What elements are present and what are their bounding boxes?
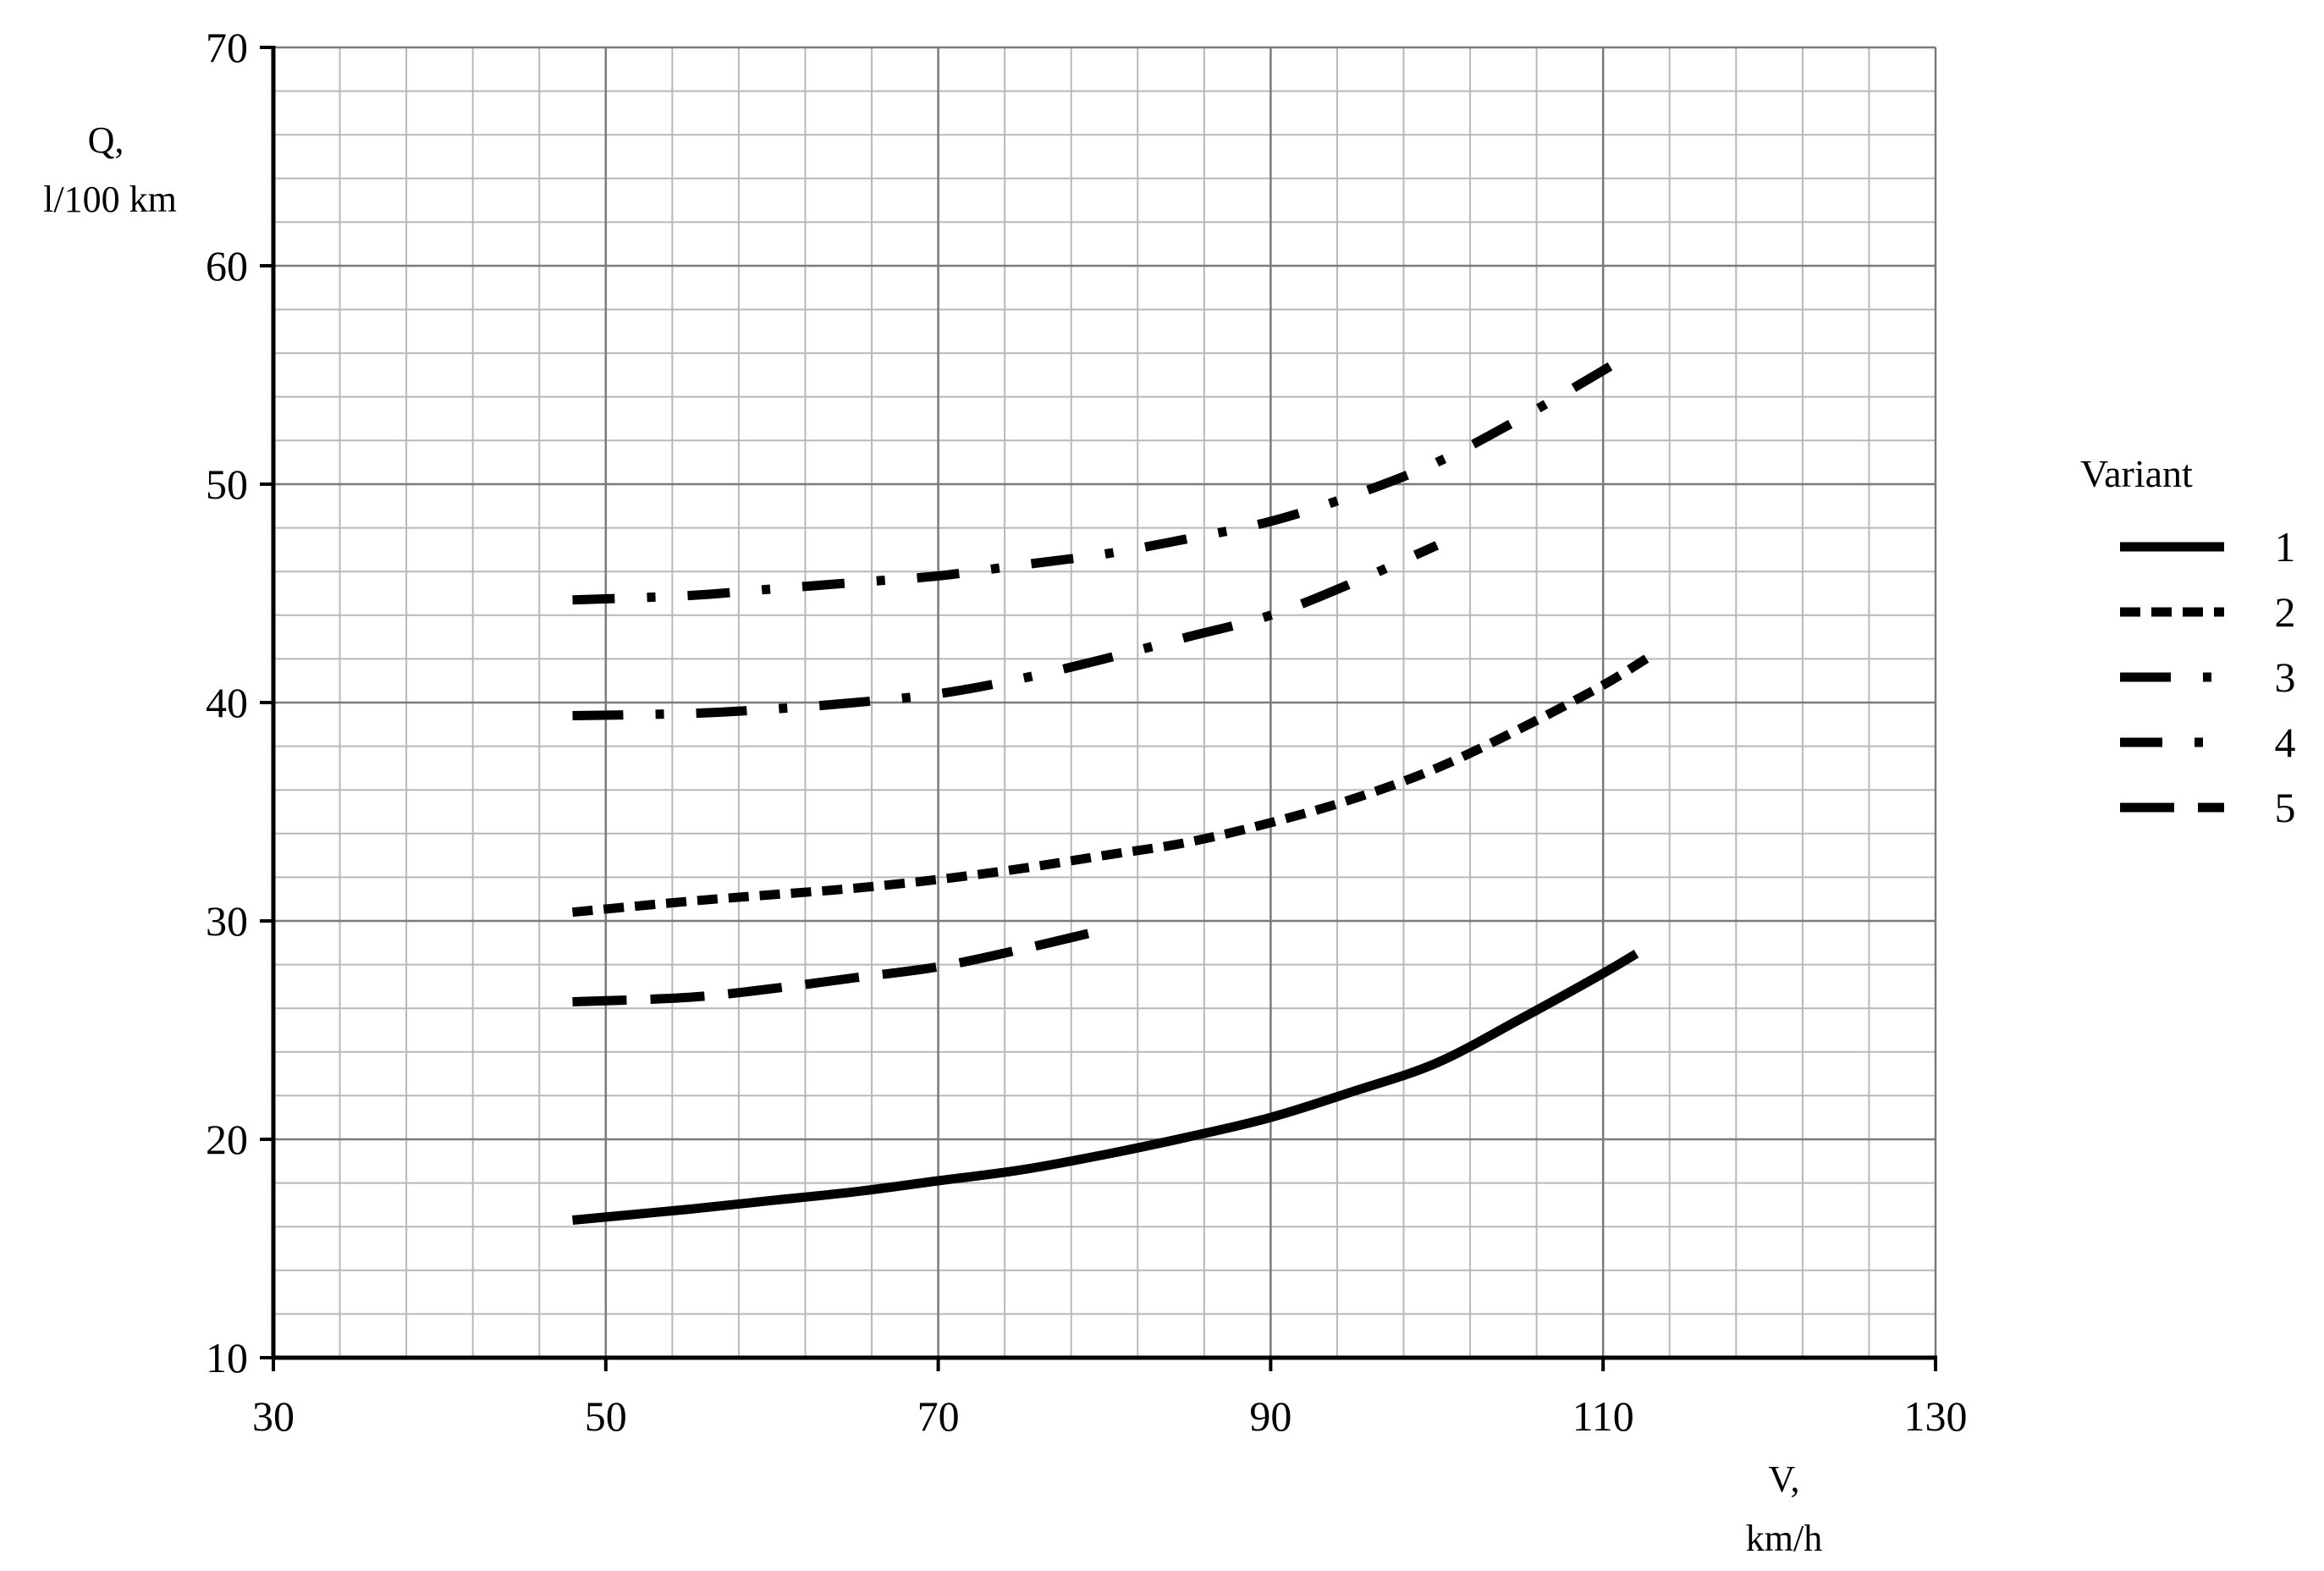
x-tick-label: 30 <box>252 1392 295 1440</box>
legend-label-3: 3 <box>2275 653 2296 701</box>
x-tick-label: 130 <box>1904 1392 1968 1440</box>
axes <box>260 46 1937 1371</box>
y-tick-label: 60 <box>206 242 248 289</box>
y-tick-label: 30 <box>206 897 248 945</box>
y-axis-title-line-1: Q, <box>88 119 124 161</box>
x-tick-label: 110 <box>1572 1392 1634 1440</box>
y-tick-label: 40 <box>206 679 248 726</box>
series-1-line <box>571 949 1639 1225</box>
series-3-line <box>572 541 1440 720</box>
major-gridlines <box>272 46 1937 1359</box>
x-tick-label: 50 <box>585 1392 627 1440</box>
x-axis-title-line-2: km/h <box>1746 1518 1822 1559</box>
x-tick-label: 70 <box>917 1392 960 1440</box>
y-tick-label: 20 <box>206 1116 248 1163</box>
y-tick-label: 50 <box>206 460 248 508</box>
x-axis-title-line-1: V, <box>1768 1458 1799 1500</box>
series-2-line <box>571 650 1656 918</box>
y-tick-label: 70 <box>206 24 248 71</box>
y-axis-title-line-2: l/100 km <box>43 179 177 220</box>
legend: Variant 1 2 3 4 5 <box>2080 452 2296 831</box>
tick-labels: 10 20 30 40 50 60 70 30 50 70 90 110 130 <box>206 24 1968 1440</box>
series-5-line <box>572 924 1106 1006</box>
legend-title: Variant <box>2080 452 2193 495</box>
legend-label-4: 4 <box>2275 719 2296 766</box>
series-4-line <box>572 356 1623 605</box>
y-tick-label: 10 <box>206 1334 248 1381</box>
x-tick-label: 90 <box>1249 1392 1291 1440</box>
legend-label-2: 2 <box>2275 588 2296 636</box>
legend-label-1: 1 <box>2275 523 2296 571</box>
legend-label-5: 5 <box>2275 784 2296 831</box>
series-layer <box>571 356 1656 1225</box>
